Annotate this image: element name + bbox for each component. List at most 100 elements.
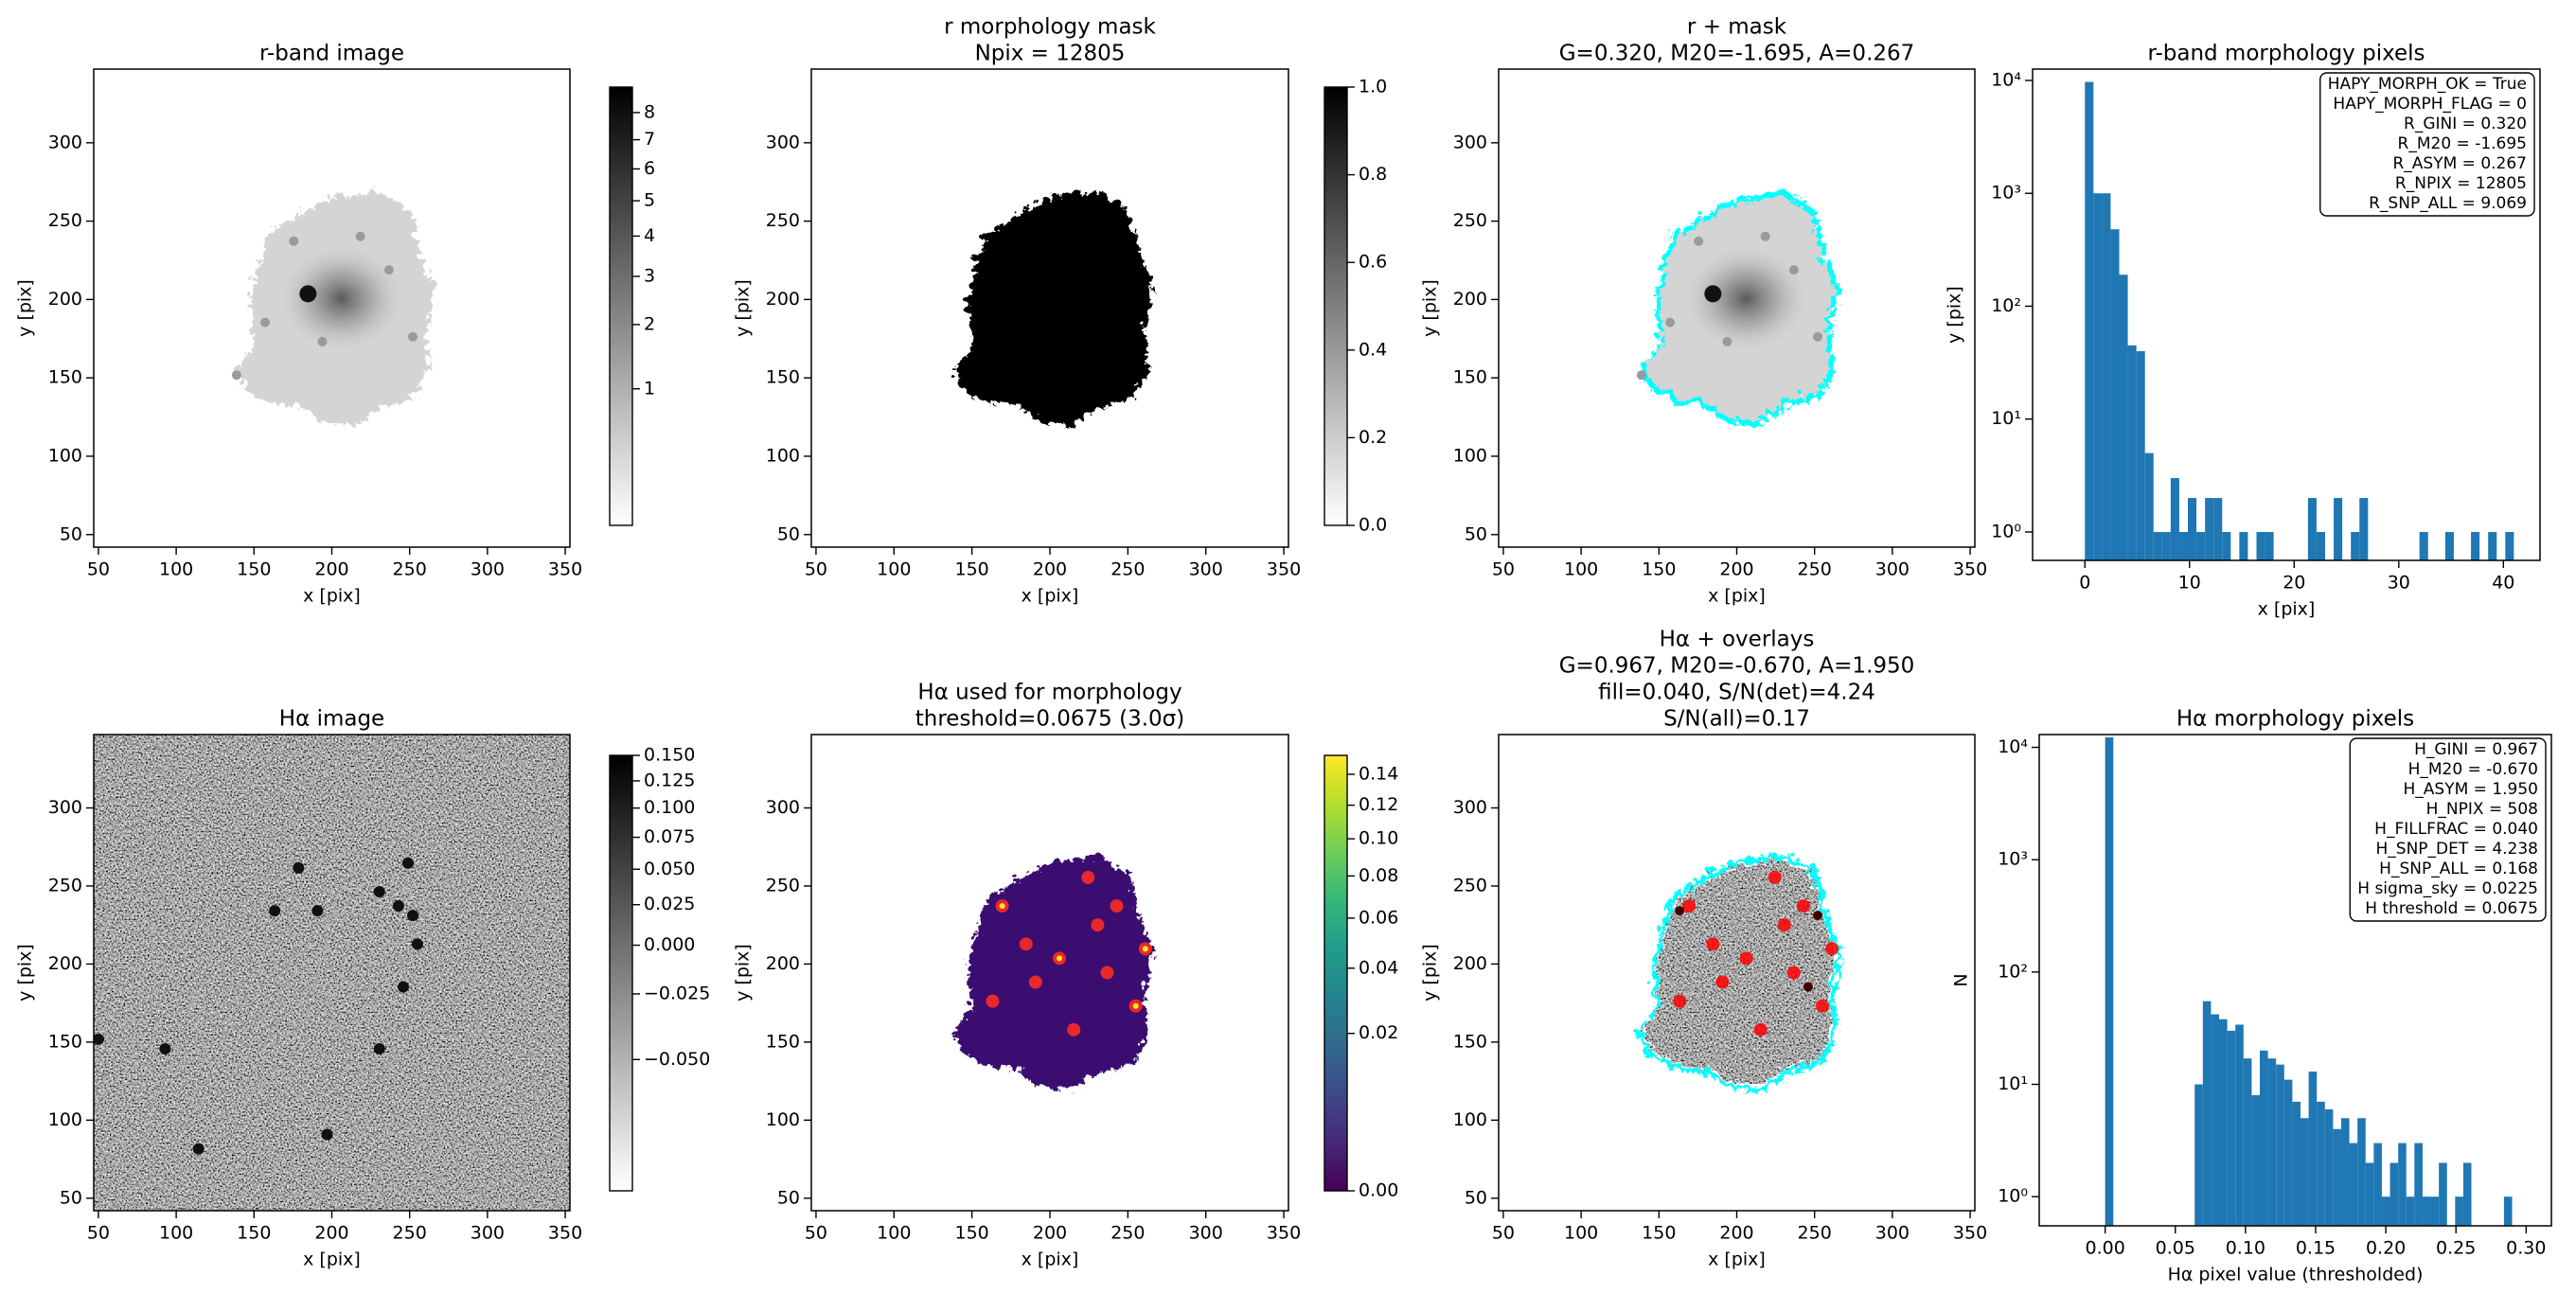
ha-spot-dark [1675,906,1685,916]
ha-spot [1019,937,1033,951]
colorbar-tick-label: 1.0 [1359,77,1387,97]
bar [2334,498,2343,560]
bar [2213,498,2223,560]
x-tick-label: 200 [314,1223,348,1244]
galaxy-knot [408,331,418,342]
colorbar-tick-label: 0.6 [1359,252,1387,273]
colorbar-tick-label: 2 [644,313,655,334]
y-tick-label: 100 [766,445,800,466]
y-tick-label: 10⁴ [1991,69,2021,90]
bar [2406,1197,2415,1226]
colorbar-tick-label: 0.125 [644,770,695,790]
galaxy-knot [289,236,299,246]
bar [2351,531,2360,560]
x-tick-label: 10 [2178,573,2201,594]
ha-spot [1081,870,1095,884]
bar [2202,1001,2212,1226]
axes-frame [2032,68,2541,561]
x-tick-label: 0.20 [2366,1238,2406,1259]
colorbar-tick-label: 0.04 [1359,957,1398,978]
x-tick-label: 300 [1189,559,1223,580]
x-tick-label: 100 [1564,1223,1598,1244]
bar [2161,531,2171,560]
y-tick-label: 50 [777,523,800,544]
y-tick-label: 250 [48,210,82,231]
colorbar-tick-label: 0.02 [1359,1022,1398,1043]
y-tick-label: 150 [766,1031,800,1052]
annotation-line: H sigma_sky = 0.0225 [2357,879,2538,898]
x-tick-label: 100 [1564,559,1598,580]
x-tick-label: 250 [1798,559,1832,580]
annotation-line: H_NPIX = 508 [2426,800,2538,819]
y-tick-label: 10² [1998,961,2028,982]
colorbar-tick-label: 0.4 [1359,339,1387,360]
annotation-line: HAPY_MORPH_FLAG = 0 [2333,95,2527,114]
panel: 0.00 0.05 0.10 0.15 0.20 0.25 0.30 10⁰ 10¹ 10² 10³… [1951,707,2552,1285]
colorbar-tick-label: 0.100 [644,797,695,818]
x-tick-label: 0 [2079,573,2090,594]
bar [2292,1101,2301,1226]
galaxy-knot [231,370,241,381]
bar [2144,452,2154,560]
bar [2300,1118,2309,1226]
x-tick-label: 100 [159,559,193,580]
ha-spot [1816,999,1830,1013]
y-tick-label: 300 [48,132,82,152]
x-tick-label: 50 [805,559,827,580]
x-tick-label: 50 [87,1223,110,1244]
colorbar-tick-label: 0.0 [1359,515,1387,536]
y-tick-label: 200 [48,953,82,974]
bar [2235,1024,2244,1226]
y-axis-label: y [pix] [15,279,36,337]
ha-knot [269,905,281,917]
x-tick-label: 0.10 [2226,1238,2265,1259]
bar [2488,531,2497,560]
y-tick-label: 50 [60,523,82,544]
ha-knot [311,905,324,917]
bar [2357,1118,2366,1226]
y-tick-label: 200 [766,953,800,974]
x-tick-label: 0.25 [2436,1238,2476,1259]
galaxy-knot [1694,236,1704,246]
bar [2505,531,2514,560]
panel: 50 100 150 200 250 300 350 50 100 150 200 250 300 x [… [1420,15,1988,607]
y-tick-label: 10⁰ [1991,521,2021,541]
bar [2196,531,2206,560]
annotation-line: R_M20 = -1.695 [2398,134,2527,153]
x-tick-label: 50 [805,1223,827,1244]
bar [2439,1162,2447,1226]
annotation-line: R_ASYM = 0.267 [2392,154,2527,173]
ha-spot [986,994,1000,1008]
y-tick-label: 250 [48,875,82,895]
x-axis-label: x [pix] [1708,586,1766,607]
annotation-line: H_SNP_DET = 4.238 [2376,840,2538,859]
x-axis-label: x [pix] [1022,586,1079,607]
y-tick-label: 50 [1465,1187,1487,1208]
bar [2211,1014,2220,1226]
bar [2444,531,2454,560]
panel: 50 100 150 200 250 300 350 50 100 150 200 250 300 x [… [733,15,1388,607]
colorbar-tick-label: −0.025 [644,983,710,1003]
ha-knot [401,857,414,869]
colorbar-tick-label: 0.00 [1359,1180,1398,1201]
bar [2085,81,2094,560]
y-tick-label: 200 [766,289,800,310]
annotation-line: H_SNP_ALL = 0.168 [2379,860,2538,878]
x-tick-label: 300 [471,559,505,580]
bar [2333,1128,2341,1226]
image [811,69,1288,547]
x-tick-label: 0.15 [2296,1238,2336,1259]
ha-spot [1777,918,1791,932]
y-tick-label: 150 [1453,1031,1487,1052]
ha-spot [1028,975,1042,989]
y-tick-label: 100 [1453,1109,1487,1130]
bar [2178,531,2189,560]
x-tick-label: 0.30 [2506,1238,2546,1259]
colorbar-tick-label: 0.025 [644,894,695,914]
ha-spot [1706,937,1720,951]
annotation-line: HAPY_MORPH_OK = True [2328,75,2527,94]
y-axis-label: N [1951,973,1972,986]
ha-spot [1110,899,1124,913]
bar [2127,345,2137,560]
